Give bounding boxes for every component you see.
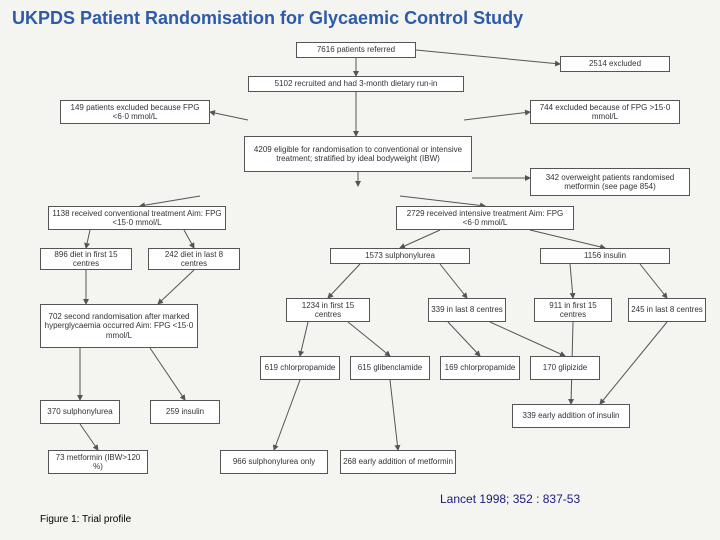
flow-node-n15: 1234 in first 15 centres xyxy=(286,298,370,322)
flow-node-n20: 615 glibenclamide xyxy=(350,356,430,380)
flow-node-n19: 619 chlorpropamide xyxy=(260,356,340,380)
flow-node-n26: 73 metformin (IBW>120 %) xyxy=(48,450,148,474)
flow-node-n12: 1573 sulphonylurea xyxy=(330,248,470,264)
slide-title: UKPDS Patient Randomisation for Glycaemi… xyxy=(12,8,523,29)
flow-node-n6: 4209 eligible for randomisation to conve… xyxy=(244,136,472,172)
flow-node-n8: 1138 received conventional treatment Aim… xyxy=(48,206,226,230)
flow-node-n23: 370 sulphonylurea xyxy=(40,400,120,424)
flow-node-n4: 149 patients excluded because FPG <6·0 m… xyxy=(60,100,210,124)
flow-node-n16: 339 in last 8 centres xyxy=(428,298,506,322)
flow-node-n21: 169 chlorpropamide xyxy=(440,356,520,380)
figure-caption: Figure 1: Trial profile xyxy=(40,514,131,525)
flow-node-n10: 896 diet in first 15 centres xyxy=(40,248,132,270)
flow-node-n1: 7616 patients referred xyxy=(296,42,416,58)
flow-node-n22: 170 glipizide xyxy=(530,356,600,380)
flow-node-n9: 2729 received intensive treatment Aim: F… xyxy=(396,206,574,230)
flow-node-n17: 911 in first 15 centres xyxy=(534,298,612,322)
flow-node-n13: 1156 insulin xyxy=(540,248,670,264)
flow-node-n25: 339 early addition of insulin xyxy=(512,404,630,428)
citation: Lancet 1998; 352 : 837-53 xyxy=(440,492,580,506)
flow-node-n27: 966 sulphonylurea only xyxy=(220,450,328,474)
flow-node-n24: 259 insulin xyxy=(150,400,220,424)
flow-node-n5: 744 excluded because of FPG >15·0 mmol/L xyxy=(530,100,680,124)
flow-node-n18: 245 in last 8 centres xyxy=(628,298,706,322)
flow-node-n3: 5102 recruited and had 3-month dietary r… xyxy=(248,76,464,92)
flow-node-n2: 2514 excluded xyxy=(560,56,670,72)
flow-node-n28: 268 early addition of metformin xyxy=(340,450,456,474)
flow-node-n11: 242 diet in last 8 centres xyxy=(148,248,240,270)
flow-node-n14: 702 second randomisation after marked hy… xyxy=(40,304,198,348)
flow-node-n7: 342 overweight patients randomised metfo… xyxy=(530,168,690,196)
